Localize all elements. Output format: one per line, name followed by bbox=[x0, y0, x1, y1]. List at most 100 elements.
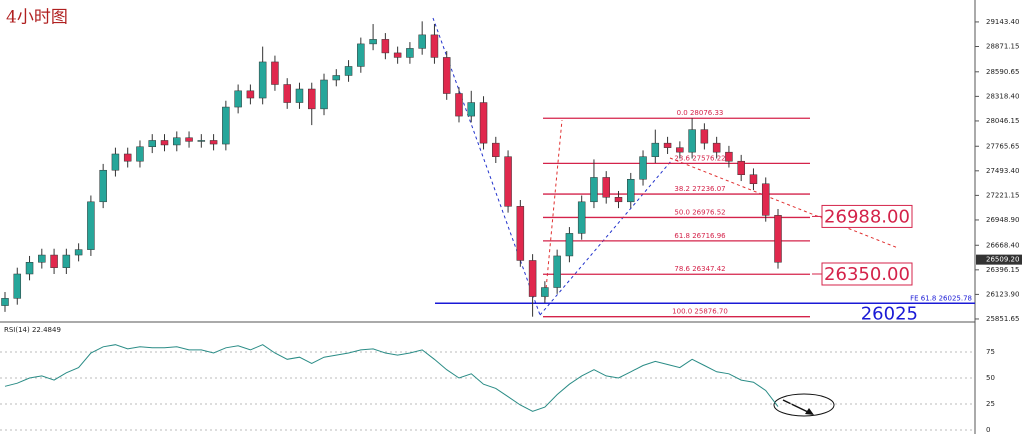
candle-body bbox=[406, 48, 414, 58]
candle-body bbox=[369, 39, 377, 45]
candle-body bbox=[25, 262, 34, 275]
candle-body bbox=[246, 90, 255, 99]
candle-body bbox=[774, 215, 782, 263]
candle-body bbox=[749, 174, 758, 185]
annotation-label: 26988.00 bbox=[824, 206, 910, 227]
highlight-ellipse bbox=[773, 393, 835, 417]
last-price-box bbox=[976, 254, 1022, 265]
y-tick-label: 28871.15 bbox=[986, 42, 1019, 50]
fe-label: FE 61.8 26025.78 bbox=[910, 294, 972, 302]
y-tick-label: 26123.90 bbox=[986, 290, 1019, 298]
y-tick-label: 29143.40 bbox=[986, 18, 1019, 26]
trend-line bbox=[669, 157, 899, 249]
candle-body bbox=[111, 153, 120, 171]
candle-body bbox=[13, 273, 22, 299]
fib-label: 78.6 26347.42 bbox=[674, 265, 725, 273]
candle-body bbox=[651, 142, 660, 157]
chart-title: 4小时图 bbox=[6, 8, 68, 28]
candle-body bbox=[393, 52, 402, 58]
candle-body bbox=[320, 79, 328, 110]
candle-body bbox=[725, 151, 733, 162]
candle-body bbox=[50, 254, 58, 268]
candle-body bbox=[197, 140, 206, 142]
candle-body bbox=[62, 254, 71, 268]
y-tick-label: 28318.40 bbox=[986, 92, 1019, 100]
fib-label: 100.0 25876.70 bbox=[672, 308, 728, 316]
candle-body bbox=[38, 254, 46, 263]
candle-body bbox=[148, 140, 156, 148]
candle-body bbox=[602, 177, 610, 198]
trend-line bbox=[432, 17, 541, 316]
trend-line bbox=[544, 119, 563, 301]
candle-body bbox=[123, 153, 132, 162]
candle-body bbox=[577, 201, 586, 234]
candle-body bbox=[455, 93, 463, 117]
candle-body bbox=[344, 66, 353, 76]
trend-line bbox=[539, 159, 673, 316]
candle-body bbox=[357, 43, 365, 67]
annotation-box bbox=[821, 204, 913, 228]
rsi-line bbox=[4, 344, 779, 412]
y-tick-label: 28046.15 bbox=[986, 117, 1019, 125]
candle-body bbox=[467, 102, 476, 117]
candle-body bbox=[160, 140, 169, 146]
y-tick-label: 26948.90 bbox=[986, 216, 1019, 224]
candle-body bbox=[737, 160, 745, 175]
y-tick-label: 26396.15 bbox=[986, 266, 1019, 274]
fib-label: 0.0 28076.33 bbox=[677, 109, 724, 117]
candle-body bbox=[307, 88, 316, 110]
arrow-head bbox=[805, 408, 814, 415]
candle-body bbox=[541, 287, 549, 297]
candle-body bbox=[1, 298, 9, 306]
candle-body bbox=[761, 183, 770, 216]
candle-body bbox=[99, 169, 107, 203]
candle-body bbox=[639, 156, 647, 180]
candle-body bbox=[663, 142, 672, 148]
candle-body bbox=[222, 106, 230, 145]
fib-label: 61.8 26716.96 bbox=[674, 232, 726, 240]
y-tick-label: 27493.40 bbox=[986, 167, 1019, 175]
candle-body bbox=[381, 39, 390, 54]
y-tick-label: 75 bbox=[986, 348, 995, 356]
last-price-label: 26509.20 bbox=[986, 256, 1019, 264]
arrow bbox=[782, 399, 811, 414]
y-tick-label: 27221.15 bbox=[986, 191, 1019, 199]
candle-body bbox=[676, 147, 684, 153]
candle-body bbox=[209, 140, 218, 145]
candle-body bbox=[173, 137, 181, 146]
annotation-box bbox=[821, 262, 913, 286]
candle-body bbox=[136, 146, 144, 162]
candle-body bbox=[565, 233, 574, 257]
candle-body bbox=[614, 197, 623, 203]
candle-body bbox=[74, 249, 83, 256]
candle-body bbox=[627, 178, 635, 203]
candle-body bbox=[688, 129, 696, 153]
candle-body bbox=[271, 61, 279, 85]
candle-body bbox=[87, 201, 95, 250]
y-tick-label: 26668.40 bbox=[986, 241, 1019, 249]
annotation-label: 26350.00 bbox=[824, 264, 910, 285]
candle-body bbox=[492, 142, 500, 157]
y-tick-label: 25 bbox=[986, 400, 995, 408]
candle-body bbox=[479, 102, 488, 144]
rsi-title: RSI(14) 22.4849 bbox=[4, 326, 61, 334]
candle-body bbox=[516, 206, 525, 261]
candle-body bbox=[418, 34, 426, 49]
y-tick-label: 27765.65 bbox=[986, 142, 1019, 150]
candle-body bbox=[258, 61, 267, 99]
candle-body bbox=[504, 156, 512, 207]
candle-body bbox=[700, 129, 709, 144]
candle-body bbox=[234, 90, 242, 108]
fib-label: 50.0 26976.52 bbox=[674, 208, 725, 216]
candle-body bbox=[590, 177, 598, 203]
candle-body bbox=[283, 84, 291, 103]
candle-body bbox=[332, 75, 341, 81]
y-tick-label: 28590.65 bbox=[986, 68, 1019, 76]
candle-body bbox=[553, 255, 561, 288]
candle-body bbox=[185, 137, 193, 142]
y-tick-label: 25851.65 bbox=[986, 315, 1019, 323]
fe-big-label: 26025 bbox=[861, 303, 918, 324]
candle-body bbox=[712, 142, 721, 153]
candle-body bbox=[442, 57, 451, 94]
